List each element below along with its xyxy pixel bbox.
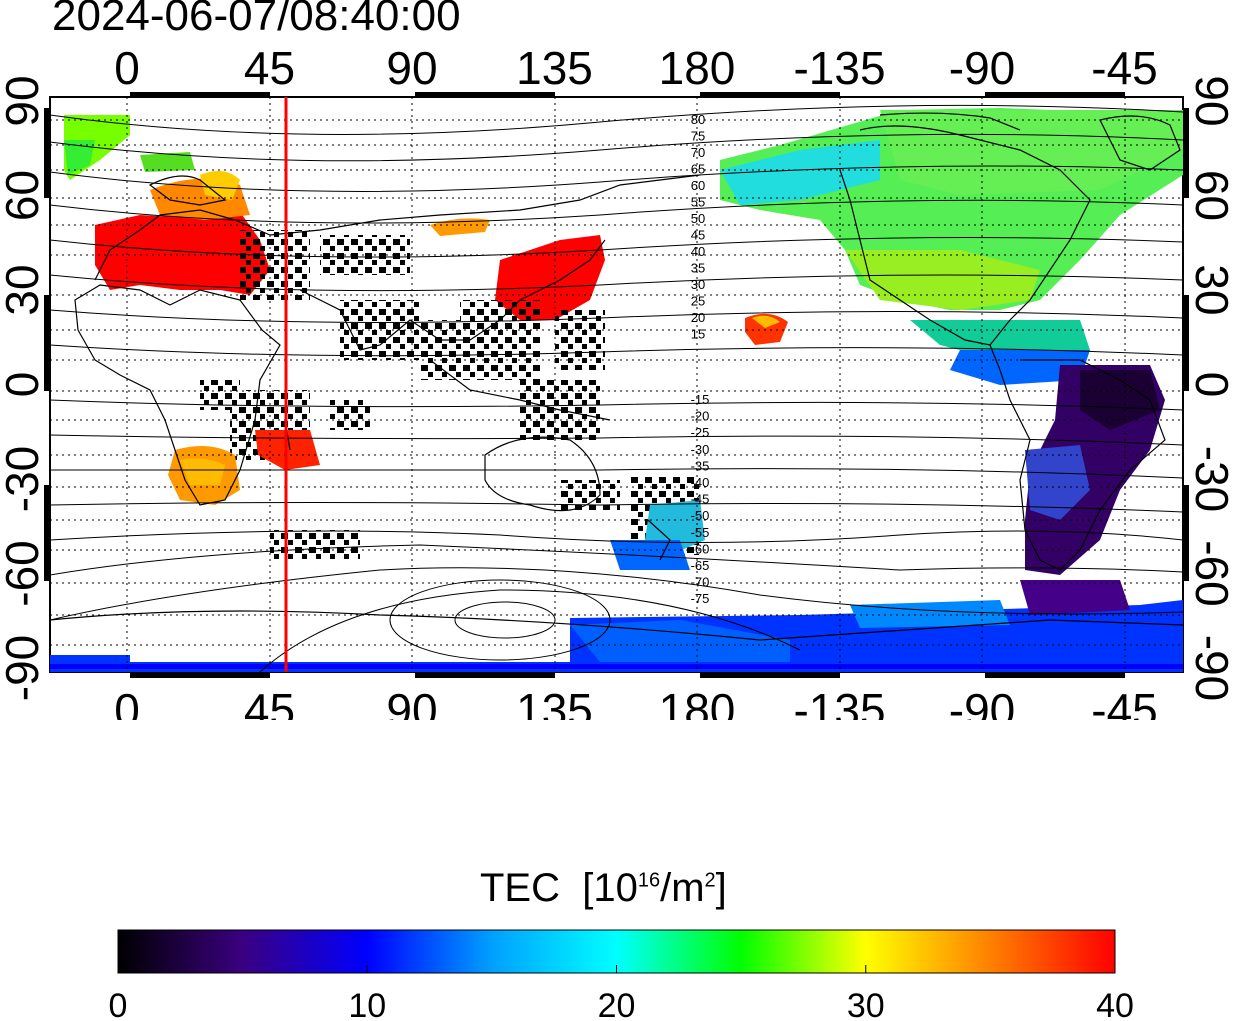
colorbar-tick-label: 0 [109,987,128,1021]
top-tick-label: -135 [793,42,885,94]
left-tick-label: 60 [0,170,48,221]
contour-label: 70 [691,145,705,160]
bottom-tick-label: -135 [793,684,885,720]
contour-label: -60 [691,541,710,556]
frame-bars [44,92,1189,678]
contour-label: 45 [691,228,705,243]
contour-label: 35 [691,261,705,276]
left-tick-label: 30 [0,264,48,315]
right-tick-label: 0 [1186,372,1235,398]
colorbar: 0 10 20 30 40 [109,929,1134,1021]
left-tick-label: -30 [0,446,48,512]
left-tick-label: 90 [0,75,48,126]
right-tick-label: -60 [1186,540,1235,606]
right-tick-label: 60 [1186,170,1235,221]
top-tick-label: 0 [114,42,140,94]
contour-label: 65 [691,162,705,177]
colorbar-title-base: TEC [480,866,560,910]
colorbar-title-exp2: 2 [704,869,716,892]
bottom-tick-label: -45 [1091,684,1157,720]
bottom-tick-label: 90 [386,684,437,720]
colorbar-title-exp1: 16 [637,869,661,892]
bottom-tick-label: -90 [949,684,1015,720]
left-tick-label: 0 [0,372,48,398]
right-tick-label: -30 [1186,446,1235,512]
top-tick-label: 45 [244,42,295,94]
contour-label: -55 [691,525,710,540]
contour-label: 25 [691,294,705,309]
contour-label: -25 [691,425,710,440]
contour-label: -65 [691,558,710,573]
right-tick-label: 90 [1186,75,1235,126]
colorbar-title-unit-open: [10 [582,866,638,910]
contour-label: 55 [691,195,705,210]
contour-label: -70 [691,575,710,590]
magnetic-contours [50,104,1183,672]
bottom-axis-ticks: 0 45 90 135 180 -135 -90 -45 [114,684,1158,720]
contour-label: 15 [691,327,705,342]
contour-label: -20 [691,409,710,424]
contour-label: 50 [691,211,705,226]
top-tick-label: -45 [1091,42,1157,94]
left-tick-label: -60 [0,540,48,606]
colorbar-tick-label: 30 [847,987,885,1021]
colorbar-tick-label: 40 [1096,987,1134,1021]
bottom-tick-label: 45 [244,684,295,720]
bottom-tick-label: 180 [659,684,736,720]
right-tick-label: -90 [1186,635,1235,701]
contour-label: -40 [691,475,710,490]
timestamp: 2024-06-07/08:40:00 [52,0,461,40]
colorbar-tick-label: 10 [348,987,386,1021]
bottom-tick-label: 0 [114,684,140,720]
coastlines [50,112,1183,641]
colorbar-ticks: 0 10 20 30 40 [109,965,1134,1021]
colorbar-tick-label: 20 [598,987,636,1021]
contour-label: 75 [691,129,705,144]
contour-label: -30 [691,442,710,457]
contour-label: 60 [691,178,705,193]
contour-label: 30 [691,277,705,292]
right-tick-label: 30 [1186,264,1235,315]
contour-label: -15 [691,392,710,407]
bottom-tick-label: 135 [516,684,593,720]
tec-map: 8075706560555045403530252015-15-20-25-30… [0,42,1235,720]
contour-label: 80 [691,112,705,127]
top-tick-label: -90 [949,42,1015,94]
contour-label: -45 [691,492,710,507]
colorbar-title-mid: /m [660,866,705,910]
colorbar-title-close: ] [715,866,727,910]
contour-label: -35 [691,458,710,473]
top-tick-label: 90 [386,42,437,94]
colorbar-title: TEC [1016/m2] [480,868,727,908]
contour-label: 20 [691,310,705,325]
top-axis-ticks: 0 45 90 135 180 -135 -90 -45 [114,42,1158,94]
left-tick-label: -90 [0,635,48,701]
tec-patches [50,108,1183,672]
left-axis-ticks: 90 60 30 0 -30 -60 -90 [0,75,48,701]
contour-label: 40 [691,244,705,259]
contour-label: -75 [691,591,710,606]
right-axis-ticks: 90 60 30 0 -30 -60 -90 [1186,75,1235,701]
contour-label: -50 [691,508,710,523]
top-tick-label: 180 [659,42,736,94]
top-tick-label: 135 [516,42,593,94]
